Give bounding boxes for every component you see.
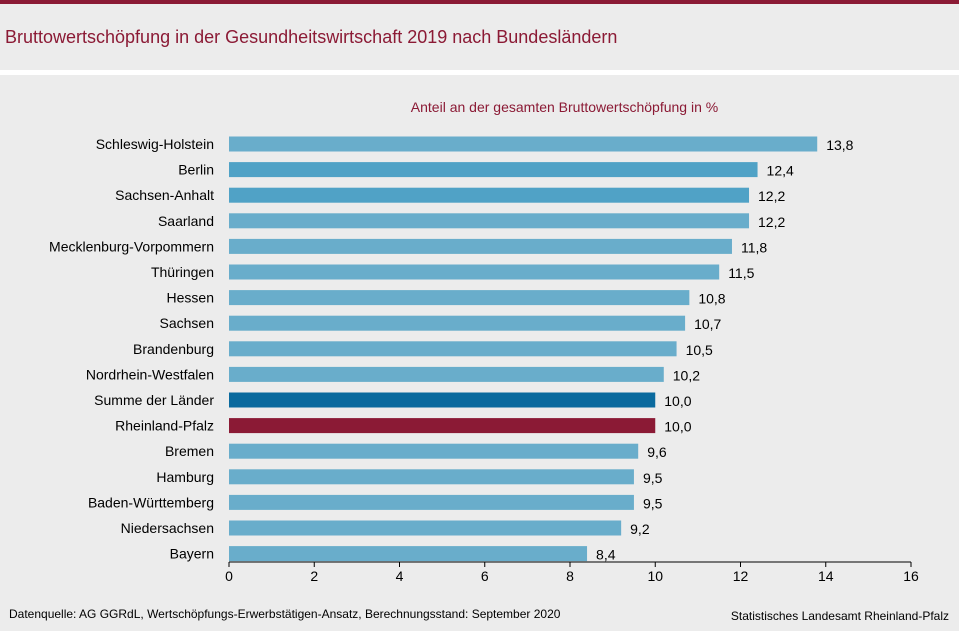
category-label: Sachsen <box>160 315 214 331</box>
data-label: 13,8 <box>826 137 853 153</box>
bar <box>229 418 656 434</box>
bar <box>229 520 622 536</box>
data-label: 10,0 <box>664 393 691 409</box>
bar <box>229 443 639 459</box>
category-label: Rheinland-Pfalz <box>115 418 214 434</box>
x-tick-label: 12 <box>733 568 749 584</box>
x-tick-label: 8 <box>566 568 574 584</box>
bar <box>229 213 750 229</box>
data-label: 9,2 <box>630 521 650 537</box>
x-tick-label: 2 <box>310 568 318 584</box>
data-label: 8,4 <box>596 547 616 563</box>
data-label: 10,0 <box>664 419 691 435</box>
data-label: 12,4 <box>767 163 794 179</box>
bar <box>229 469 634 485</box>
bar <box>229 187 750 203</box>
bar <box>229 315 686 331</box>
category-label: Mecklenburg-Vorpommern <box>49 238 214 254</box>
data-label: 12,2 <box>758 214 785 230</box>
data-label: 11,5 <box>728 265 754 281</box>
data-label: 9,5 <box>643 495 663 511</box>
category-label: Sachsen-Anhalt <box>115 187 214 203</box>
category-label: Bremen <box>165 443 214 459</box>
bar <box>229 546 588 562</box>
data-label: 10,2 <box>673 367 700 383</box>
publisher-note: Statistisches Landesamt Rheinland-Pfalz <box>730 609 949 623</box>
category-label: Bayern <box>170 546 214 562</box>
category-label: Thüringen <box>151 264 214 280</box>
category-label: Nordrhein-Westfalen <box>86 366 214 382</box>
x-tick-label: 4 <box>396 568 404 584</box>
bar <box>229 494 634 510</box>
data-label: 10,5 <box>686 342 713 358</box>
data-label: 10,7 <box>694 316 721 332</box>
x-tick-label: 14 <box>818 568 834 584</box>
category-label: Hessen <box>167 290 214 306</box>
category-label: Saarland <box>158 213 214 229</box>
bar <box>229 162 758 178</box>
bar <box>229 392 656 408</box>
bar <box>229 290 690 306</box>
chart-subtitle: Anteil an der gesamten Bruttowertschöpfu… <box>410 99 719 115</box>
category-label: Schleswig-Holstein <box>96 136 214 152</box>
data-label: 10,8 <box>698 291 725 307</box>
bar <box>229 136 818 152</box>
header-divider <box>0 70 959 75</box>
x-tick-label: 10 <box>647 568 663 584</box>
category-label: Baden-Württemberg <box>88 494 214 510</box>
bar <box>229 366 664 382</box>
category-label: Brandenburg <box>133 341 214 357</box>
data-label: 9,6 <box>647 444 667 460</box>
x-tick-label: 16 <box>903 568 919 584</box>
category-label: Niedersachsen <box>121 520 214 536</box>
bar <box>229 264 720 280</box>
category-label: Berlin <box>178 162 214 178</box>
top-accent-bar <box>0 0 959 4</box>
header: Bruttowertschöpfung in der Gesundheitswi… <box>0 4 959 70</box>
data-source-note: Datenquelle: AG GGRdL, Wertschöpfungs-Er… <box>9 607 561 621</box>
bar <box>229 238 732 254</box>
x-tick-label: 6 <box>481 568 489 584</box>
category-label: Hamburg <box>156 469 214 485</box>
category-label: Summe der Länder <box>94 392 214 408</box>
data-label: 11,8 <box>741 239 767 255</box>
bar-chart: Schleswig-Holstein 13,8 Berlin 12,4 Sachsen-… <box>49 136 919 584</box>
page-title: Bruttowertschöpfung in der Gesundheitswi… <box>5 27 618 47</box>
x-tick-label: 0 <box>225 568 233 584</box>
data-label: 12,2 <box>758 188 785 204</box>
bar <box>229 341 677 357</box>
data-label: 9,5 <box>643 470 663 486</box>
